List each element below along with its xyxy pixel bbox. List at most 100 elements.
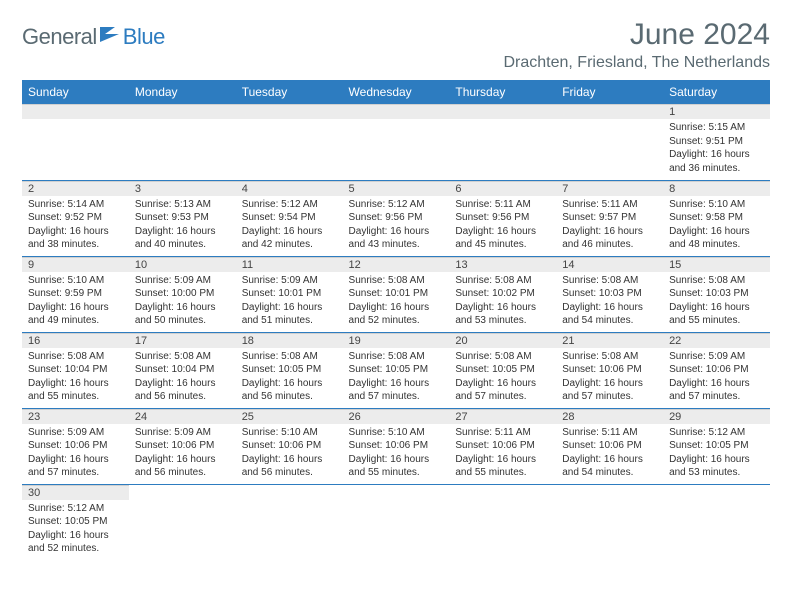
daylight-text: Daylight: 16 hours — [669, 453, 764, 467]
daylight-text: and 50 minutes. — [135, 314, 230, 328]
sunset-text: Sunset: 9:54 PM — [242, 211, 337, 225]
daylight-text: Daylight: 16 hours — [562, 453, 657, 467]
sunrise-text: Sunrise: 5:10 AM — [242, 426, 337, 440]
day-cell — [663, 484, 770, 560]
day-cell: 8Sunrise: 5:10 AMSunset: 9:58 PMDaylight… — [663, 180, 770, 256]
day-details: Sunrise: 5:11 AMSunset: 10:06 PMDaylight… — [449, 424, 556, 484]
day-details: Sunrise: 5:09 AMSunset: 10:06 PMDaylight… — [129, 424, 236, 484]
day-cell: 7Sunrise: 5:11 AMSunset: 9:57 PMDaylight… — [556, 180, 663, 256]
location-subtitle: Drachten, Friesland, The Netherlands — [503, 54, 770, 72]
sunset-text: Sunset: 9:53 PM — [135, 211, 230, 225]
day-number: 2 — [22, 181, 129, 196]
day-details: Sunrise: 5:08 AMSunset: 10:04 PMDaylight… — [22, 348, 129, 408]
empty-day — [343, 485, 450, 499]
day-number: 22 — [663, 333, 770, 348]
daylight-text: and 55 minutes. — [455, 466, 550, 480]
day-cell: 29Sunrise: 5:12 AMSunset: 10:05 PMDaylig… — [663, 408, 770, 484]
sunrise-text: Sunrise: 5:09 AM — [135, 426, 230, 440]
day-cell: 25Sunrise: 5:10 AMSunset: 10:06 PMDaylig… — [236, 408, 343, 484]
daylight-text: and 55 minutes. — [669, 314, 764, 328]
day-cell: 17Sunrise: 5:08 AMSunset: 10:04 PMDaylig… — [129, 332, 236, 408]
sunrise-text: Sunrise: 5:11 AM — [455, 426, 550, 440]
daylight-text: and 48 minutes. — [669, 238, 764, 252]
empty-day — [236, 485, 343, 499]
weekday-header: Friday — [556, 80, 663, 104]
daylight-text: and 57 minutes. — [562, 390, 657, 404]
daylight-text: and 54 minutes. — [562, 314, 657, 328]
daylight-text: Daylight: 16 hours — [669, 225, 764, 239]
day-cell: 6Sunrise: 5:11 AMSunset: 9:56 PMDaylight… — [449, 180, 556, 256]
daylight-text: Daylight: 16 hours — [242, 453, 337, 467]
sunrise-text: Sunrise: 5:11 AM — [562, 198, 657, 212]
weekday-header: Monday — [129, 80, 236, 104]
sunset-text: Sunset: 10:03 PM — [669, 287, 764, 301]
day-cell: 5Sunrise: 5:12 AMSunset: 9:56 PMDaylight… — [343, 180, 450, 256]
day-number: 8 — [663, 181, 770, 196]
sunrise-text: Sunrise: 5:08 AM — [28, 350, 123, 364]
daylight-text: Daylight: 16 hours — [349, 225, 444, 239]
sunrise-text: Sunrise: 5:10 AM — [349, 426, 444, 440]
daylight-text: Daylight: 16 hours — [242, 377, 337, 391]
day-details: Sunrise: 5:11 AMSunset: 10:06 PMDaylight… — [556, 424, 663, 484]
calendar-table: Sunday Monday Tuesday Wednesday Thursday… — [22, 80, 770, 560]
week-row: 2Sunrise: 5:14 AMSunset: 9:52 PMDaylight… — [22, 180, 770, 256]
daylight-text: Daylight: 16 hours — [28, 529, 123, 543]
day-number: 15 — [663, 257, 770, 272]
daylight-text: and 55 minutes. — [28, 390, 123, 404]
empty-day — [663, 485, 770, 499]
brand-logo: General Blue — [22, 24, 165, 50]
day-cell: 18Sunrise: 5:08 AMSunset: 10:05 PMDaylig… — [236, 332, 343, 408]
daylight-text: and 49 minutes. — [28, 314, 123, 328]
daylight-text: and 57 minutes. — [28, 466, 123, 480]
sunrise-text: Sunrise: 5:09 AM — [28, 426, 123, 440]
sunrise-text: Sunrise: 5:09 AM — [135, 274, 230, 288]
daylight-text: Daylight: 16 hours — [562, 301, 657, 315]
sunset-text: Sunset: 9:56 PM — [349, 211, 444, 225]
daylight-text: and 56 minutes. — [135, 466, 230, 480]
day-cell — [236, 484, 343, 560]
day-details: Sunrise: 5:12 AMSunset: 9:56 PMDaylight:… — [343, 196, 450, 256]
day-cell: 4Sunrise: 5:12 AMSunset: 9:54 PMDaylight… — [236, 180, 343, 256]
daylight-text: Daylight: 16 hours — [135, 377, 230, 391]
week-row: 1Sunrise: 5:15 AMSunset: 9:51 PMDaylight… — [22, 104, 770, 180]
day-number: 21 — [556, 333, 663, 348]
empty-day — [449, 104, 556, 119]
weekday-header: Saturday — [663, 80, 770, 104]
brand-text-2: Blue — [123, 24, 165, 50]
daylight-text: and 54 minutes. — [562, 466, 657, 480]
sunrise-text: Sunrise: 5:11 AM — [562, 426, 657, 440]
daylight-text: and 57 minutes. — [349, 390, 444, 404]
daylight-text: Daylight: 16 hours — [28, 453, 123, 467]
weekday-header: Tuesday — [236, 80, 343, 104]
day-cell: 22Sunrise: 5:09 AMSunset: 10:06 PMDaylig… — [663, 332, 770, 408]
daylight-text: and 55 minutes. — [349, 466, 444, 480]
brand-text-1: General — [22, 24, 97, 50]
daylight-text: Daylight: 16 hours — [349, 301, 444, 315]
day-details: Sunrise: 5:15 AMSunset: 9:51 PMDaylight:… — [663, 119, 770, 179]
day-cell — [129, 484, 236, 560]
day-details: Sunrise: 5:10 AMSunset: 10:06 PMDaylight… — [343, 424, 450, 484]
sunset-text: Sunset: 10:04 PM — [135, 363, 230, 377]
sunrise-text: Sunrise: 5:08 AM — [669, 274, 764, 288]
day-number: 4 — [236, 181, 343, 196]
day-details: Sunrise: 5:08 AMSunset: 10:05 PMDaylight… — [236, 348, 343, 408]
sunrise-text: Sunrise: 5:12 AM — [242, 198, 337, 212]
daylight-text: Daylight: 16 hours — [455, 453, 550, 467]
day-cell: 10Sunrise: 5:09 AMSunset: 10:00 PMDaylig… — [129, 256, 236, 332]
day-details: Sunrise: 5:11 AMSunset: 9:57 PMDaylight:… — [556, 196, 663, 256]
sunset-text: Sunset: 10:06 PM — [562, 439, 657, 453]
day-number: 25 — [236, 409, 343, 424]
sunrise-text: Sunrise: 5:08 AM — [242, 350, 337, 364]
day-cell: 16Sunrise: 5:08 AMSunset: 10:04 PMDaylig… — [22, 332, 129, 408]
sunrise-text: Sunrise: 5:10 AM — [28, 274, 123, 288]
day-number: 11 — [236, 257, 343, 272]
sunrise-text: Sunrise: 5:08 AM — [562, 274, 657, 288]
day-cell: 11Sunrise: 5:09 AMSunset: 10:01 PMDaylig… — [236, 256, 343, 332]
day-details: Sunrise: 5:13 AMSunset: 9:53 PMDaylight:… — [129, 196, 236, 256]
sunrise-text: Sunrise: 5:08 AM — [455, 350, 550, 364]
sunrise-text: Sunrise: 5:12 AM — [669, 426, 764, 440]
daylight-text: Daylight: 16 hours — [349, 453, 444, 467]
daylight-text: Daylight: 16 hours — [28, 225, 123, 239]
sunset-text: Sunset: 10:02 PM — [455, 287, 550, 301]
daylight-text: and 53 minutes. — [669, 466, 764, 480]
